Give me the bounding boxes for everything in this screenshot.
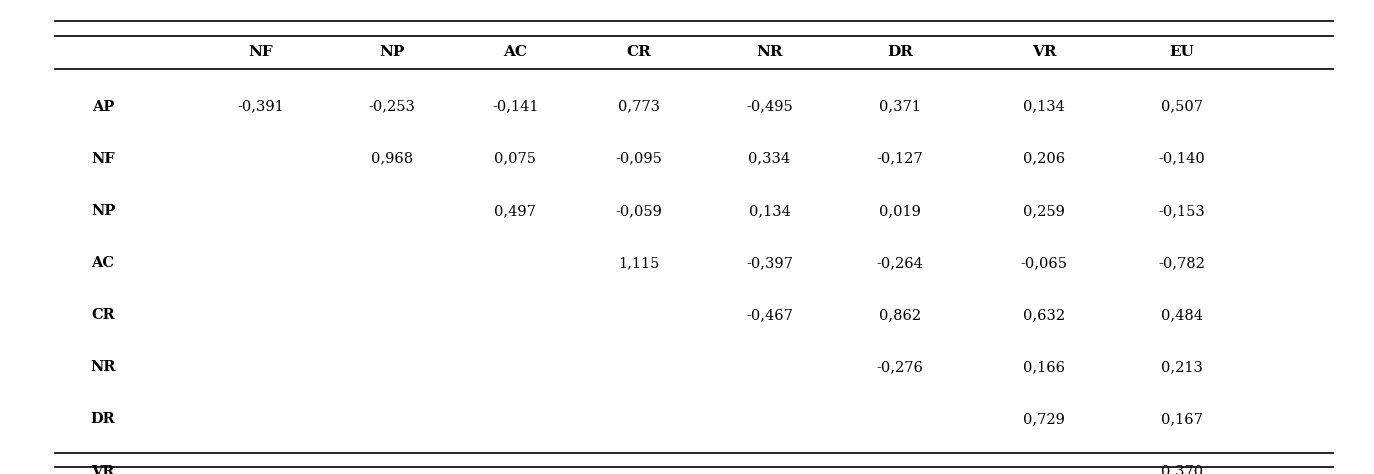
Text: 0,075: 0,075 — [495, 152, 536, 166]
Text: EU: EU — [1169, 45, 1194, 59]
Text: DR: DR — [888, 45, 912, 59]
Text: AP: AP — [92, 100, 114, 114]
Text: 0,968: 0,968 — [371, 152, 412, 166]
Text: 0,334: 0,334 — [749, 152, 790, 166]
Text: 0,206: 0,206 — [1024, 152, 1065, 166]
Text: -0,391: -0,391 — [238, 100, 284, 114]
Text: -0,095: -0,095 — [616, 152, 662, 166]
Text: CR: CR — [627, 45, 651, 59]
Text: -0,495: -0,495 — [746, 100, 793, 114]
Text: -0,467: -0,467 — [746, 308, 793, 322]
Text: 0,259: 0,259 — [1024, 204, 1065, 218]
Text: 0,371: 0,371 — [879, 100, 921, 114]
Text: 0,729: 0,729 — [1024, 412, 1065, 427]
Text: -0,276: -0,276 — [877, 360, 923, 374]
Text: NF: NF — [91, 152, 115, 166]
Text: -0,059: -0,059 — [616, 204, 662, 218]
Text: -0,065: -0,065 — [1021, 256, 1068, 270]
Text: 0,166: 0,166 — [1024, 360, 1065, 374]
Text: NF: NF — [249, 45, 273, 59]
Text: 0,167: 0,167 — [1161, 412, 1202, 427]
Text: NP: NP — [379, 45, 404, 59]
Text: 0,213: 0,213 — [1161, 360, 1202, 374]
Text: AC: AC — [503, 45, 528, 59]
Text: DR: DR — [91, 412, 115, 427]
Text: NR: NR — [91, 360, 115, 374]
Text: 0,773: 0,773 — [618, 100, 660, 114]
Text: -0,397: -0,397 — [746, 256, 793, 270]
Text: 0,632: 0,632 — [1024, 308, 1065, 322]
Text: NP: NP — [91, 204, 115, 218]
Text: 0,862: 0,862 — [879, 308, 921, 322]
Text: -0,141: -0,141 — [492, 100, 539, 114]
Text: 0,019: 0,019 — [879, 204, 921, 218]
Text: 1,115: 1,115 — [618, 256, 660, 270]
Text: 0,484: 0,484 — [1161, 308, 1202, 322]
Text: -0,153: -0,153 — [1158, 204, 1205, 218]
Text: NR: NR — [756, 45, 783, 59]
Text: -0,264: -0,264 — [877, 256, 923, 270]
Text: CR: CR — [91, 308, 115, 322]
Text: 0,134: 0,134 — [1024, 100, 1065, 114]
Text: -0,253: -0,253 — [368, 100, 415, 114]
Text: -0,127: -0,127 — [877, 152, 923, 166]
Text: -0,140: -0,140 — [1158, 152, 1205, 166]
Text: 0,370: 0,370 — [1161, 465, 1202, 474]
Text: -0,782: -0,782 — [1158, 256, 1205, 270]
Text: AC: AC — [92, 256, 114, 270]
Text: 0,134: 0,134 — [749, 204, 790, 218]
Text: VR: VR — [1032, 45, 1057, 59]
Text: VR: VR — [91, 465, 115, 474]
Text: 0,497: 0,497 — [495, 204, 536, 218]
Text: 0,507: 0,507 — [1161, 100, 1202, 114]
